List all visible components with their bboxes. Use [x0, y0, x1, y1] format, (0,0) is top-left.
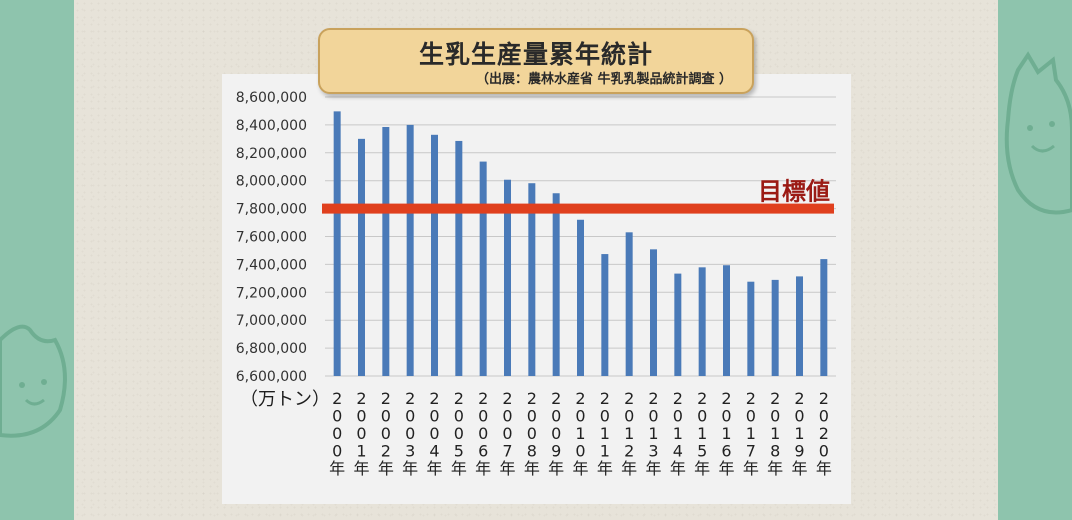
y-tick-label: 8,600,000	[236, 90, 307, 106]
y-tick-label: 7,600,000	[236, 230, 307, 246]
bar	[504, 179, 511, 376]
y-tick-label: 7,400,000	[236, 257, 307, 273]
bar	[577, 219, 584, 376]
bar	[382, 126, 390, 377]
bar	[552, 193, 560, 376]
bar	[723, 265, 730, 376]
bar	[528, 183, 536, 376]
left-side-strip	[0, 0, 74, 520]
target-label: 目標値	[758, 178, 830, 206]
chart-title: 生乳生産量累年統計	[418, 40, 653, 69]
y-tick-label: 7,800,000	[236, 202, 307, 218]
y-tick-label: 7,200,000	[236, 285, 307, 301]
mascot-left-decoration	[0, 324, 67, 438]
bar	[747, 281, 755, 376]
bar	[455, 140, 463, 376]
right-side-strip	[998, 0, 1072, 520]
bar	[650, 249, 657, 376]
bar	[796, 276, 803, 376]
mascot-right-decoration	[1004, 51, 1072, 215]
bar	[406, 124, 414, 377]
chart-source: （出展：農林水産省 牛乳乳製品統計調査 ）	[475, 72, 732, 87]
bar	[479, 161, 487, 376]
bar	[698, 267, 706, 376]
bar	[771, 279, 779, 376]
bar	[333, 111, 341, 376]
bar	[601, 254, 609, 376]
target-line	[322, 203, 834, 214]
y-tick-label: 8,200,000	[236, 146, 307, 162]
bar	[674, 273, 682, 376]
y-tick-label: 8,400,000	[236, 118, 307, 134]
title-banner: 生乳生産量累年統計 （出展：農林水産省 牛乳乳製品統計調査 ）	[318, 28, 754, 94]
y-tick-label: 6,600,000	[236, 369, 307, 385]
chart-panel	[222, 74, 851, 504]
y-tick-label: 6,800,000	[236, 341, 307, 357]
bar	[625, 232, 633, 376]
bar	[431, 134, 438, 376]
bar	[358, 138, 365, 376]
y-tick-label: 7,000,000	[236, 313, 307, 329]
bar	[820, 259, 828, 376]
unit-label: （万トン）	[240, 389, 330, 410]
y-tick-label: 8,000,000	[236, 174, 307, 190]
